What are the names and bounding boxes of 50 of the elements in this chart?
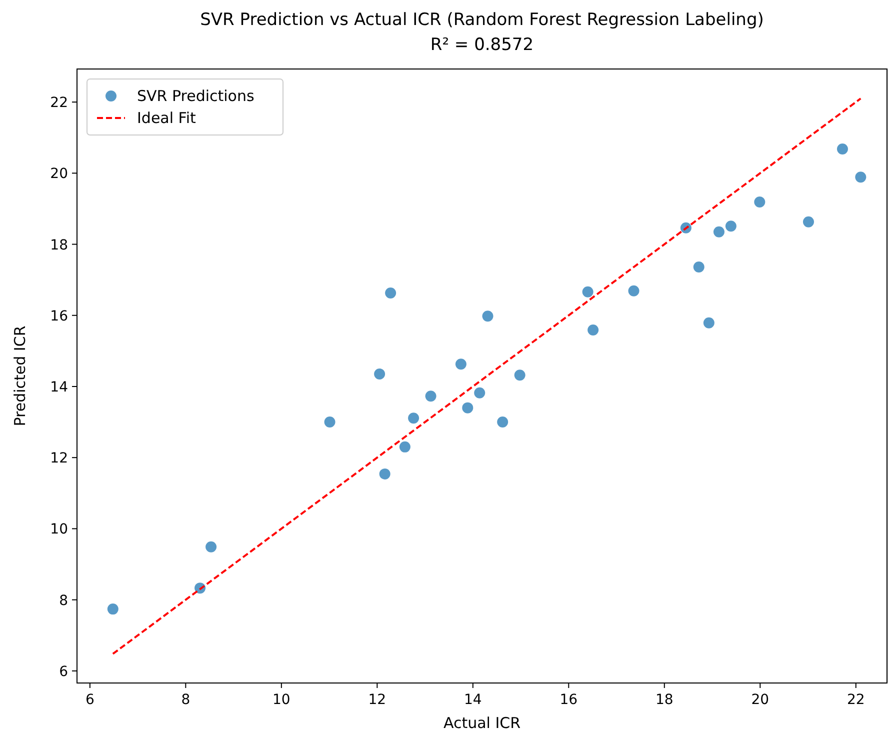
y-tick-label: 14 bbox=[50, 379, 68, 396]
point bbox=[425, 390, 436, 402]
point bbox=[628, 285, 640, 296]
point bbox=[713, 226, 724, 238]
x-tick-label: 16 bbox=[560, 692, 578, 708]
x-tick-label: 14 bbox=[464, 692, 482, 708]
x-tick-label: 10 bbox=[272, 692, 290, 708]
point bbox=[474, 387, 486, 398]
point bbox=[455, 358, 466, 370]
point bbox=[324, 416, 336, 428]
point bbox=[497, 416, 508, 428]
point bbox=[703, 317, 714, 328]
point bbox=[408, 412, 420, 424]
x-tick-label: 22 bbox=[846, 692, 865, 708]
x-tick-label: 20 bbox=[751, 692, 770, 708]
x-tick-label: 18 bbox=[655, 692, 674, 708]
chart-title: SVR Prediction vs Actual ICR (Random Forest Regression Labeling) bbox=[200, 10, 764, 30]
point bbox=[588, 324, 599, 336]
y-tick-label: 6 bbox=[59, 664, 68, 680]
point bbox=[725, 220, 736, 232]
y-axis-title: Predicted ICR bbox=[11, 326, 29, 426]
point bbox=[802, 216, 814, 228]
y-tick-label: 22 bbox=[50, 95, 68, 112]
legend-label: SVR Predictions bbox=[137, 87, 254, 105]
point bbox=[462, 402, 474, 414]
point bbox=[482, 310, 494, 322]
chart-subtitle: R² = 0.8572 bbox=[430, 35, 534, 55]
point bbox=[514, 370, 526, 381]
point bbox=[693, 262, 704, 273]
point bbox=[399, 441, 410, 452]
point bbox=[836, 143, 848, 154]
point bbox=[582, 286, 594, 298]
y-tick-label: 16 bbox=[50, 308, 68, 324]
y-tick-label: 20 bbox=[50, 166, 68, 182]
point bbox=[374, 368, 386, 380]
x-tick-label: 12 bbox=[368, 692, 386, 708]
point bbox=[379, 468, 390, 480]
point bbox=[385, 287, 396, 298]
point bbox=[206, 541, 217, 552]
point bbox=[754, 196, 766, 208]
y-tick-label: 10 bbox=[50, 522, 68, 538]
x-tick-label: 8 bbox=[181, 692, 190, 708]
y-tick-label: 18 bbox=[50, 237, 68, 254]
point bbox=[855, 172, 866, 183]
y-tick-label: 12 bbox=[50, 450, 68, 467]
legend-label: Ideal Fit bbox=[137, 109, 196, 127]
x-axis-title: Actual ICR bbox=[443, 714, 521, 732]
point bbox=[107, 604, 118, 615]
y-tick-label: 8 bbox=[59, 592, 68, 609]
x-tick-label: 6 bbox=[85, 692, 94, 708]
